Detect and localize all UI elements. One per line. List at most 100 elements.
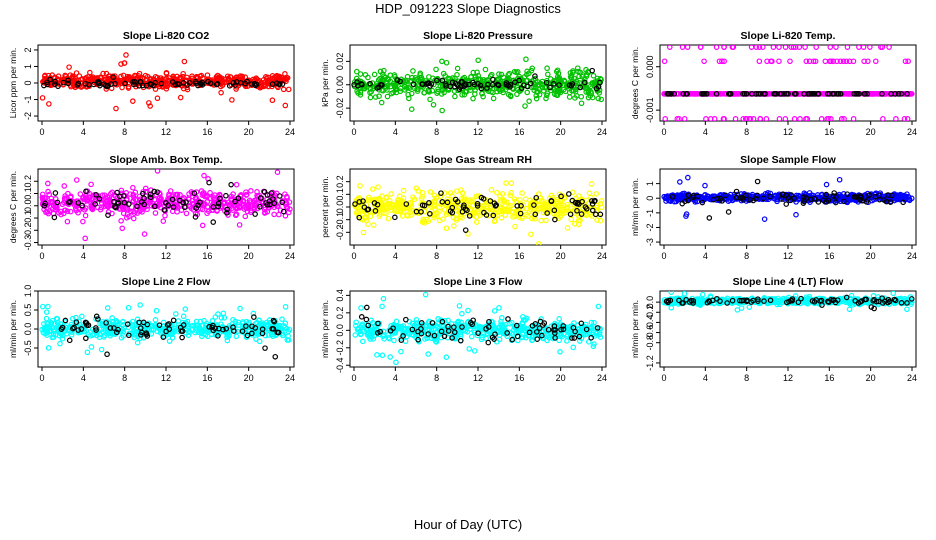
- flagged-point: [567, 211, 574, 218]
- x-tick-label: 20: [556, 373, 566, 383]
- flagged-point: [507, 84, 513, 90]
- data-point: [83, 328, 90, 334]
- data-point: [508, 189, 514, 196]
- data-point: [501, 199, 508, 205]
- data-point: [271, 211, 277, 218]
- flagged-point: [534, 336, 541, 342]
- flagged-point: [757, 91, 764, 97]
- data-point: [577, 69, 584, 76]
- data-point: [276, 211, 282, 218]
- data-point: [901, 116, 908, 121]
- x-tick-label: 16: [824, 251, 834, 261]
- data-point: [49, 72, 56, 78]
- flagged-point: [514, 333, 521, 340]
- data-point: [383, 210, 389, 217]
- flagged-point: [427, 210, 433, 217]
- flagged-point: [451, 329, 458, 336]
- data-point: [42, 330, 48, 337]
- flagged-point: [532, 211, 539, 218]
- y-tick-label: 0.0: [335, 324, 345, 337]
- y-axis-label: ml/min per min.: [320, 300, 330, 358]
- data-point: [776, 58, 782, 65]
- data-point: [394, 208, 400, 215]
- flagged-point: [425, 331, 432, 337]
- data-point: [264, 321, 271, 328]
- data-point: [362, 207, 368, 213]
- data-point: [285, 337, 292, 343]
- data-point: [158, 77, 164, 84]
- data-point: [413, 185, 420, 192]
- flagged-point: [151, 188, 158, 195]
- data-point: [721, 58, 727, 65]
- data-point: [404, 73, 411, 80]
- data-point: [370, 319, 376, 326]
- data-point: [459, 91, 465, 98]
- data-point: [267, 317, 273, 323]
- flagged-point: [252, 211, 258, 217]
- flagged-point: [486, 318, 492, 325]
- flagged-point: [438, 190, 444, 196]
- data-point: [61, 183, 68, 189]
- data-point: [43, 315, 50, 322]
- flagged-point: [582, 79, 588, 86]
- data-point: [519, 190, 525, 196]
- x-tick-label: 4: [703, 251, 708, 261]
- data-point: [186, 329, 193, 336]
- data-point: [557, 349, 563, 355]
- data-point: [543, 202, 550, 208]
- data-point: [468, 74, 474, 80]
- data-point: [193, 199, 200, 206]
- data-point: [270, 333, 276, 340]
- flagged-point: [163, 328, 169, 335]
- data-point: [564, 204, 571, 210]
- data-point: [535, 241, 542, 245]
- data-point: [535, 191, 542, 197]
- flagged-point: [230, 324, 236, 331]
- flagged-point: [356, 214, 363, 221]
- flagged-point: [589, 198, 595, 204]
- data-point: [166, 338, 173, 344]
- flagged-point: [197, 80, 204, 87]
- data-point: [437, 193, 444, 199]
- data-point: [767, 190, 774, 197]
- data-point: [786, 191, 792, 198]
- flagged-point: [706, 215, 713, 221]
- data-point: [861, 58, 867, 65]
- data-point: [498, 215, 505, 221]
- y-tick-label: -0.4: [335, 357, 345, 373]
- data-point: [447, 76, 453, 82]
- flagged-point: [887, 199, 894, 205]
- data-point: [491, 218, 498, 225]
- data-point: [691, 91, 697, 97]
- x-tick-label: 4: [81, 251, 86, 261]
- data-point: [782, 45, 789, 50]
- data-point: [796, 45, 803, 50]
- flagged-point: [551, 207, 558, 214]
- data-point: [139, 74, 146, 81]
- flagged-point: [193, 205, 200, 211]
- data-point: [87, 69, 93, 76]
- data-point: [782, 116, 789, 121]
- flagged-point: [249, 323, 255, 330]
- data-point: [440, 84, 446, 90]
- data-point: [399, 213, 406, 219]
- flagged-point: [134, 203, 140, 210]
- flagged-point: [462, 81, 469, 87]
- data-point: [473, 219, 480, 225]
- data-point: [812, 58, 819, 65]
- flagged-point: [885, 192, 891, 198]
- data-point: [843, 58, 850, 65]
- data-point: [233, 211, 240, 218]
- flagged-point: [71, 324, 77, 331]
- flagged-point: [93, 313, 100, 320]
- flagged-point: [591, 198, 598, 205]
- data-point: [717, 91, 723, 97]
- flagged-point: [851, 91, 857, 97]
- data-point: [365, 197, 372, 203]
- flagged-point: [487, 198, 494, 204]
- flagged-point: [169, 196, 176, 203]
- flagged-point: [67, 198, 73, 205]
- flagged-point: [110, 74, 117, 80]
- data-point: [596, 329, 603, 335]
